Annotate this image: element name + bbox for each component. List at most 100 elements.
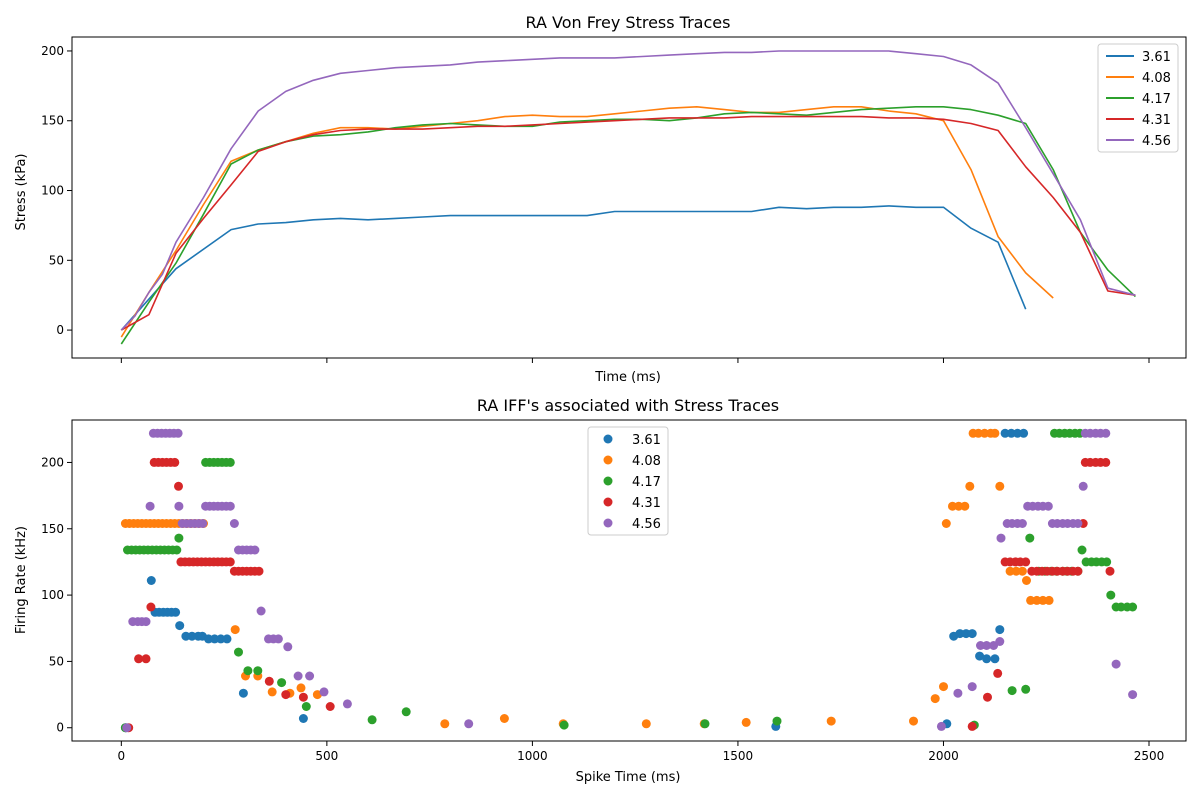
series-4-31-point bbox=[993, 668, 1003, 678]
series-4-08-point bbox=[1017, 566, 1027, 576]
series-4-17-point bbox=[1007, 686, 1017, 696]
series-4-17-point bbox=[559, 720, 569, 730]
series-3-61-point bbox=[1000, 428, 1010, 438]
series-4-08-point bbox=[741, 717, 751, 727]
series-3-61-point bbox=[1006, 428, 1016, 438]
series-4-31-point bbox=[325, 702, 335, 711]
x-tick-label: 1500 bbox=[723, 749, 754, 763]
legend-label: 3.61 bbox=[1142, 50, 1171, 65]
x-axis-label: Time (ms) bbox=[594, 370, 661, 385]
series-4-56-point bbox=[273, 634, 283, 644]
series-4-31-point bbox=[134, 654, 144, 664]
series-3-61-point bbox=[298, 714, 308, 723]
legend-frame bbox=[587, 426, 669, 536]
legend-swatch-series-4-56 bbox=[603, 518, 613, 528]
series-4-08-point bbox=[267, 687, 277, 697]
series-4-56-point bbox=[1111, 659, 1121, 669]
series-3-61-point bbox=[975, 651, 985, 661]
legend-label: 4.08 bbox=[1142, 71, 1171, 86]
series-4-17-point bbox=[367, 715, 377, 725]
legend-label: 4.31 bbox=[632, 496, 661, 511]
series-4-08-point bbox=[965, 481, 975, 491]
axes-frame bbox=[71, 419, 1187, 742]
y-axis-label: Stress (kPa) bbox=[14, 154, 29, 231]
stress-traces-panel: RA Von Frey Stress Traces Stress (kPa) T… bbox=[14, 13, 1187, 385]
series-4-56-point bbox=[982, 641, 992, 650]
y-tick-label: 150 bbox=[41, 114, 64, 128]
series-4-08-point bbox=[960, 501, 970, 511]
legend: 3.61 4.08 4.17 4.31 4.56 bbox=[1097, 43, 1179, 153]
series-4-56-point bbox=[1128, 690, 1138, 700]
series-4-56-point bbox=[145, 501, 155, 511]
series-4-31-point bbox=[298, 692, 308, 702]
series-3-61-point bbox=[171, 607, 181, 617]
series-4-56-point bbox=[967, 682, 977, 692]
series-4-08-point bbox=[230, 625, 240, 635]
series-4-31-point bbox=[254, 566, 264, 576]
series-4-56-point bbox=[995, 637, 1005, 646]
series-4-56-point bbox=[1101, 428, 1111, 438]
x-axis-label: Spike Time (ms) bbox=[576, 770, 681, 785]
series-4-17-point bbox=[1128, 602, 1138, 612]
series-3-61-point bbox=[995, 625, 1005, 635]
series-4-31-point bbox=[281, 690, 291, 700]
y-tick-label: 150 bbox=[41, 522, 64, 536]
series-4-17-point bbox=[772, 716, 782, 726]
series-3-61-point bbox=[967, 629, 977, 639]
series-4-08-point bbox=[641, 719, 651, 729]
series-4-08-point bbox=[1026, 595, 1036, 605]
series-4-56-point bbox=[1078, 481, 1088, 491]
series-4-17-point bbox=[174, 533, 184, 543]
series-4-17-point bbox=[301, 702, 311, 711]
series-4-31-point bbox=[1101, 457, 1111, 467]
series-4-08-point bbox=[1011, 566, 1021, 576]
series-3-61-point bbox=[146, 576, 156, 585]
series-3-61-line bbox=[120, 205, 1027, 331]
series-4-56-point bbox=[319, 687, 329, 697]
series-4-31-line bbox=[120, 115, 1136, 331]
series-4-56-point bbox=[174, 501, 184, 511]
axes-frame bbox=[71, 36, 1187, 359]
series-4-17-point bbox=[1021, 684, 1031, 694]
series-4-08-point bbox=[826, 716, 836, 726]
series-4-56-point bbox=[225, 501, 235, 511]
series-4-31-point bbox=[983, 692, 992, 702]
series-4-56-point bbox=[1017, 519, 1027, 528]
series-4-56-point bbox=[283, 642, 293, 652]
series-4-56-point bbox=[996, 533, 1006, 543]
series-4-31-point bbox=[1073, 566, 1083, 576]
series-4-56-point bbox=[936, 721, 946, 731]
series-4-56-point bbox=[342, 699, 352, 709]
series-4-17-point bbox=[1102, 557, 1112, 567]
legend-label: 4.56 bbox=[1142, 134, 1171, 149]
series-4-56-line bbox=[120, 50, 1136, 331]
series-3-61-point bbox=[955, 629, 965, 639]
series-3-61-point bbox=[238, 688, 248, 698]
series-4-08-point bbox=[948, 501, 957, 511]
series-4-17-point bbox=[253, 666, 263, 676]
series-4-08-point bbox=[973, 428, 983, 438]
x-tick-label: 2000 bbox=[928, 749, 959, 763]
series-4-31-point bbox=[967, 721, 977, 731]
legend-label: 4.08 bbox=[632, 454, 661, 469]
x-tick-label: 2500 bbox=[1134, 749, 1165, 763]
x-tick-label: 1000 bbox=[517, 749, 548, 763]
series-4-08-point bbox=[939, 682, 948, 692]
y-tick-label: 100 bbox=[41, 184, 64, 198]
series-4-17-point bbox=[225, 457, 235, 467]
series-4-31-point bbox=[141, 654, 151, 664]
series-4-56-point bbox=[293, 671, 303, 681]
legend-label: 4.17 bbox=[1142, 92, 1171, 107]
legend-swatch-series-4-17 bbox=[603, 476, 613, 486]
legend-swatch-series-4-08 bbox=[603, 455, 613, 465]
series-4-08-point bbox=[995, 481, 1005, 491]
series-4-17-point bbox=[1077, 545, 1087, 555]
y-tick-label: 200 bbox=[41, 44, 64, 58]
series-4-31-point bbox=[170, 457, 180, 467]
series-4-31-point bbox=[146, 602, 156, 612]
series-3-61-point bbox=[216, 634, 226, 644]
series-4-31-point bbox=[225, 557, 235, 567]
series-3-61-point bbox=[982, 654, 992, 664]
series-3-61-point bbox=[990, 654, 1000, 664]
series-4-08-point bbox=[440, 719, 450, 729]
